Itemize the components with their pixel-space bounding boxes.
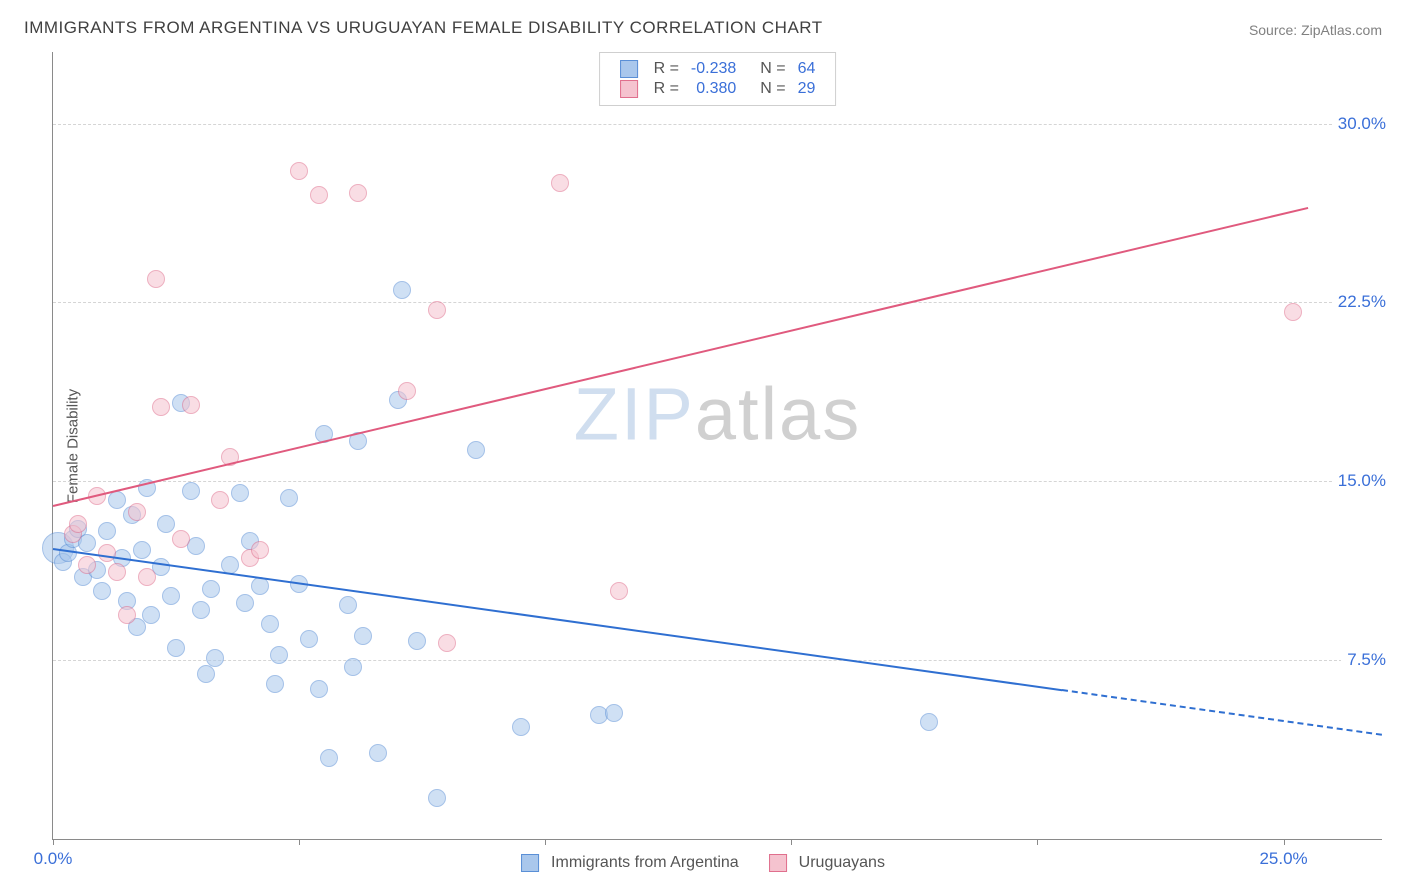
data-point-uruguay [138,568,156,586]
data-point-argentina [354,627,372,645]
data-point-uruguay [108,563,126,581]
x-tick [1037,839,1038,845]
data-point-uruguay [152,398,170,416]
data-point-argentina [428,789,446,807]
data-point-uruguay [290,162,308,180]
data-point-argentina [261,615,279,633]
data-point-argentina [162,587,180,605]
data-point-argentina [202,580,220,598]
data-point-argentina [182,482,200,500]
data-point-argentina [167,639,185,657]
data-point-uruguay [398,382,416,400]
data-point-argentina [98,522,116,540]
data-point-argentina [393,281,411,299]
source-credit: Source: ZipAtlas.com [1249,22,1382,38]
data-point-uruguay [98,544,116,562]
data-point-uruguay [69,515,87,533]
data-point-argentina [467,441,485,459]
data-point-argentina [270,646,288,664]
data-point-argentina [93,582,111,600]
data-point-uruguay [78,556,96,574]
data-point-uruguay [251,541,269,559]
data-point-uruguay [551,174,569,192]
watermark-zip: ZIP [574,373,695,456]
trend-line [53,207,1309,507]
data-point-uruguay [128,503,146,521]
legend-item-argentina: Immigrants from Argentina [521,854,739,872]
data-point-uruguay [172,530,190,548]
x-tick [1284,839,1285,845]
data-point-uruguay [182,396,200,414]
trend-line [1062,689,1382,736]
data-point-argentina [408,632,426,650]
data-point-uruguay [211,491,229,509]
data-point-argentina [369,744,387,762]
x-tick [545,839,546,845]
data-point-argentina [236,594,254,612]
x-tick-label: 0.0% [34,849,73,869]
y-tick-label: 15.0% [1332,471,1386,491]
data-point-argentina [266,675,284,693]
data-point-argentina [605,704,623,722]
gridline [53,124,1382,125]
data-point-argentina [310,680,328,698]
data-point-argentina [142,606,160,624]
data-point-argentina [78,534,96,552]
watermark: ZIPatlas [574,372,861,457]
data-point-uruguay [310,186,328,204]
data-point-uruguay [1284,303,1302,321]
data-point-argentina [344,658,362,676]
data-point-argentina [320,749,338,767]
correlation-legend: R =-0.238N =64R =0.380N =29 [599,52,837,106]
x-tick [53,839,54,845]
chart-title: IMMIGRANTS FROM ARGENTINA VS URUGUAYAN F… [24,18,823,38]
gridline [53,481,1382,482]
y-tick-label: 30.0% [1332,114,1386,134]
data-point-argentina [197,665,215,683]
y-tick-label: 7.5% [1341,650,1386,670]
data-point-argentina [231,484,249,502]
data-point-uruguay [438,634,456,652]
legend-item-uruguay: Uruguayans [769,854,885,872]
y-tick-label: 22.5% [1332,292,1386,312]
gridline [53,302,1382,303]
source-link[interactable]: ZipAtlas.com [1301,22,1382,38]
data-point-argentina [192,601,210,619]
data-point-uruguay [147,270,165,288]
data-point-argentina [206,649,224,667]
data-point-argentina [300,630,318,648]
data-point-argentina [157,515,175,533]
watermark-atlas: atlas [695,373,861,456]
data-point-argentina [133,541,151,559]
x-tick [791,839,792,845]
data-point-uruguay [118,606,136,624]
x-tick [299,839,300,845]
data-point-uruguay [610,582,628,600]
series-legend: Immigrants from Argentina Uruguayans [513,854,893,872]
data-point-uruguay [349,184,367,202]
data-point-argentina [512,718,530,736]
source-prefix: Source: [1249,22,1301,38]
gridline [53,660,1382,661]
data-point-argentina [920,713,938,731]
data-point-uruguay [428,301,446,319]
scatter-chart: ZIPatlas R =-0.238N =64R =0.380N =29 7.5… [52,52,1382,840]
data-point-argentina [280,489,298,507]
data-point-argentina [339,596,357,614]
x-tick-label: 25.0% [1259,849,1307,869]
data-point-argentina [108,491,126,509]
